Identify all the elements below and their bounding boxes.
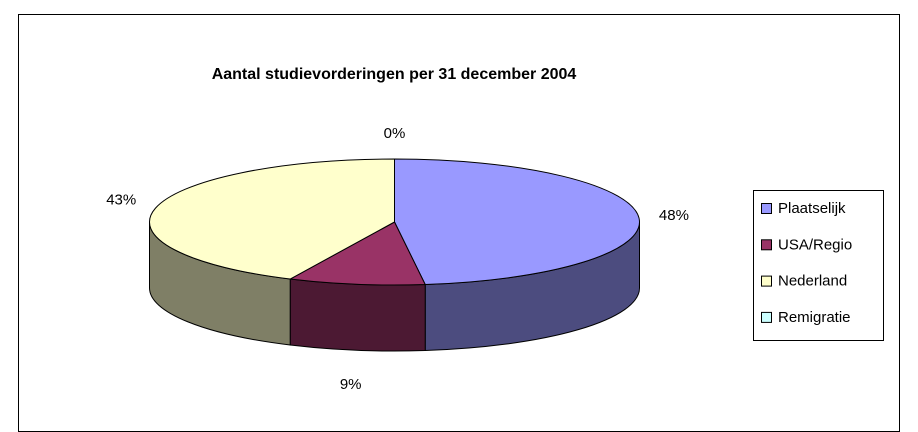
legend-swatch — [761, 203, 772, 214]
legend-swatch — [761, 275, 772, 287]
legend-label: USA/Regio — [778, 236, 852, 253]
data-label: 48% — [659, 207, 689, 224]
pie-slice — [394, 158, 640, 286]
legend-swatch — [761, 239, 772, 251]
pie-slice-side — [289, 278, 426, 352]
legend-label: Plaatselijk — [778, 200, 846, 217]
chart-title: Aantal studievorderingen per 31 december… — [212, 66, 577, 83]
legend-box — [753, 190, 884, 341]
data-label: 9% — [340, 376, 362, 393]
legend-label: Nederland — [778, 273, 847, 290]
legend-label: Remigratie — [778, 309, 851, 326]
data-label: 43% — [106, 192, 136, 209]
pie-slice — [149, 158, 395, 280]
legend-swatch — [761, 311, 772, 323]
pie-slice — [288, 221, 426, 286]
data-label: 0% — [384, 125, 406, 142]
